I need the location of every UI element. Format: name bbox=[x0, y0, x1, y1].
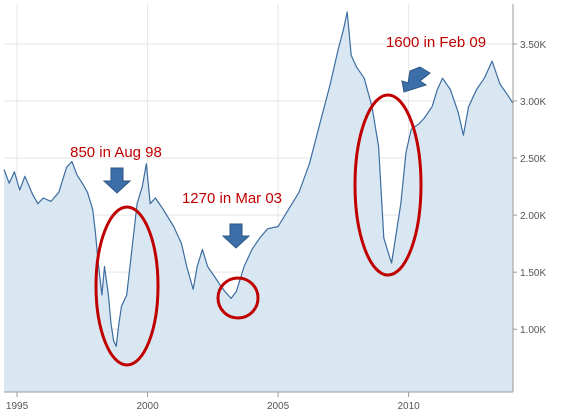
callout-ellipse bbox=[94, 205, 160, 367]
y-tick-label: 1.00K bbox=[520, 325, 546, 336]
arrow-icon bbox=[401, 66, 431, 93]
series-line bbox=[3, 11, 514, 347]
y-tick-label: 1.50K bbox=[520, 268, 546, 279]
annotations: 850 in Aug 98 1270 in Mar 03 1600 in Feb 0… bbox=[70, 34, 486, 367]
annotation-label: 1600 in Feb 09 bbox=[386, 34, 486, 51]
y-tick-label: 2.00K bbox=[520, 211, 546, 222]
x-tick-labels: 1995 2000 2005 2010 bbox=[6, 401, 420, 412]
axes bbox=[4, 4, 517, 397]
y-tick-label: 3.00K bbox=[520, 97, 546, 108]
series-area-fill bbox=[4, 12, 513, 392]
x-tick-label: 2000 bbox=[136, 401, 159, 412]
arrow-icon bbox=[102, 167, 132, 194]
x-tick-label: 2010 bbox=[397, 401, 420, 412]
x-tick-label: 1995 bbox=[6, 401, 29, 412]
x-tick-label: 2005 bbox=[267, 401, 290, 412]
callout-ellipse bbox=[353, 93, 423, 277]
y-tick-label: 3.50K bbox=[520, 40, 546, 51]
callout-ellipse bbox=[216, 276, 260, 320]
y-tick-labels: 1.00K 1.50K 2.00K 2.50K 3.00K 3.50K bbox=[520, 40, 546, 336]
annotation-label: 1270 in Mar 03 bbox=[182, 190, 282, 207]
arrow-icon bbox=[221, 223, 251, 249]
annotation-label: 850 in Aug 98 bbox=[70, 144, 162, 161]
y-tick-label: 2.50K bbox=[520, 154, 546, 165]
series-area bbox=[3, 11, 514, 392]
